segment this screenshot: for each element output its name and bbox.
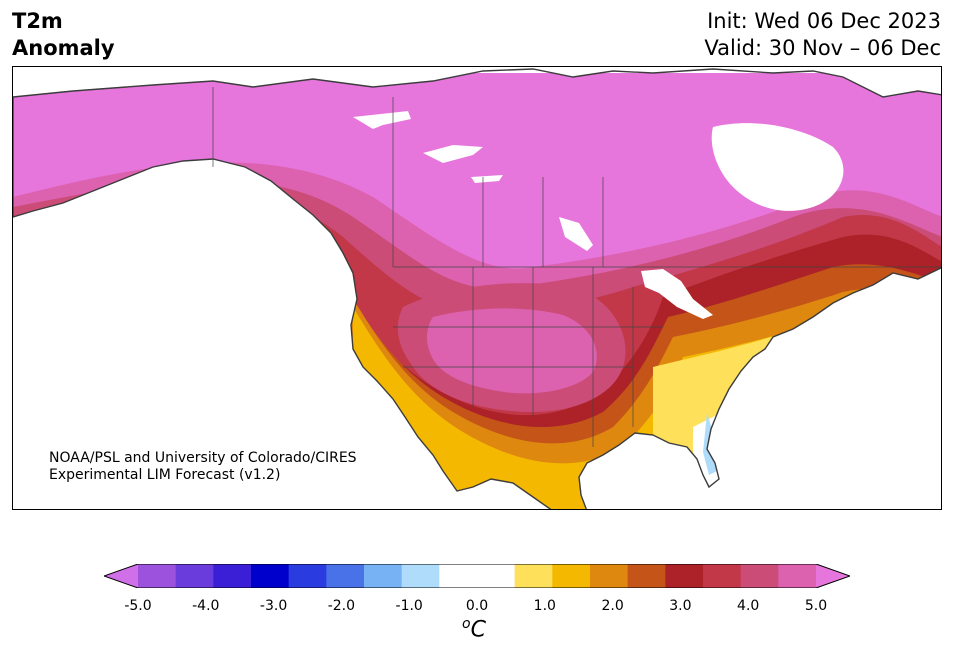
colorbar-swatch: [138, 564, 177, 588]
colorbar-swatch: [740, 564, 779, 588]
colorbar: [104, 564, 850, 588]
colorbar-swatch: [439, 564, 478, 588]
colorbar-swatch: [288, 564, 327, 588]
anomaly-map: [13, 67, 941, 509]
credit-text: NOAA/PSL and University of Colorado/CIRE…: [49, 450, 357, 484]
credit-line-2: Experimental LIM Forecast (v1.2): [49, 467, 281, 483]
colorbar-unit: oC: [462, 616, 486, 642]
valid-range: Valid: 30 Nov – 06 Dec: [704, 36, 941, 60]
colorbar-tick-label: 1.0: [533, 598, 556, 614]
colorbar-tick-label: 2.0: [601, 598, 624, 614]
forecast-dates: Init: Wed 06 Dec 2023 Valid: 30 Nov – 06…: [704, 8, 941, 62]
unit-letter: C: [470, 617, 486, 643]
colorbar-swatch: [401, 564, 440, 588]
colorbar-swatch: [364, 564, 403, 588]
title-variable: T2m: [12, 9, 63, 33]
colorbar-swatch: [251, 564, 290, 588]
map-panel: [12, 66, 942, 510]
colorbar-swatch: [590, 564, 629, 588]
colorbar-tick-label: -3.0: [259, 598, 288, 614]
colorbar-swatch: [627, 564, 666, 588]
colorbar-swatch: [175, 564, 214, 588]
colorbar-swatch: [514, 564, 553, 588]
colorbar-tick-label: -1.0: [395, 598, 423, 614]
colorbar-tick-label: -2.0: [327, 598, 356, 614]
colorbar-swatch: [477, 564, 516, 588]
colorbar-tick-label: 4.0: [737, 598, 760, 614]
unit-degree: o: [462, 616, 471, 632]
colorbar-tick-label: 3.0: [669, 598, 692, 614]
colorbar-swatch: [665, 564, 704, 588]
colorbar-tick-label: 0.0: [465, 598, 489, 614]
colorbar-swatch: [703, 564, 742, 588]
init-date: Init: Wed 06 Dec 2023: [707, 9, 941, 33]
credit-line-1: NOAA/PSL and University of Colorado/CIRE…: [49, 450, 357, 466]
colorbar-extend-high: [816, 564, 850, 588]
colorbar-tick-label: 5.0: [804, 598, 828, 614]
colorbar-swatch: [326, 564, 365, 588]
colorbar-extend-low: [104, 564, 138, 588]
colorbar-tick-label: -5.0: [124, 598, 152, 614]
title-type: Anomaly: [12, 36, 115, 60]
map-title: T2m Anomaly: [12, 8, 115, 62]
colorbar-swatch: [213, 564, 252, 588]
colorbar-swatch: [778, 564, 817, 588]
colorbar-tick-label: -4.0: [192, 598, 220, 614]
colorbar-swatch: [552, 564, 591, 588]
